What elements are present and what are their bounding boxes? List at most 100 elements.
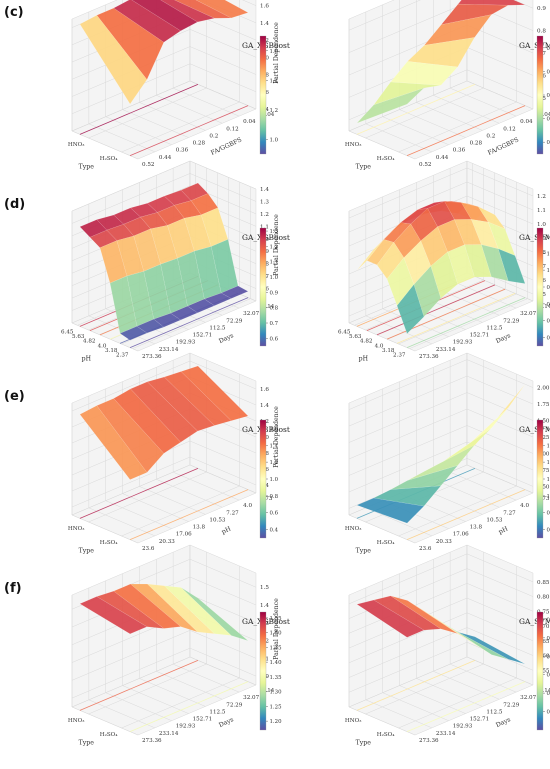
floor-contour: [79, 467, 199, 519]
y-tick-label: 192.93: [176, 724, 196, 730]
panel-label: (f): [4, 581, 22, 596]
y-gridline: [466, 545, 534, 686]
colorbar-tick-label: 1.2: [547, 234, 550, 240]
y-tick-label: 20.33: [436, 539, 452, 545]
colorbar-tick-label: 0.8: [547, 69, 550, 75]
colorbar-tick-label: 0.6: [547, 528, 550, 534]
z-tick-label: 2.00: [537, 386, 550, 392]
floor-contour: [79, 659, 199, 711]
y-tick-label: 273.36: [419, 354, 439, 360]
x-tick-label: 2.37: [116, 353, 129, 359]
colorbar-tick-label: 0.8: [270, 494, 279, 500]
surface-patch: [447, 244, 475, 285]
y-gridline: [416, 0, 483, 131]
colorbar-tick-label: 1.25: [270, 704, 283, 710]
z-tick-label: 1.6: [260, 4, 269, 10]
y-tick-label: 273.36: [142, 738, 162, 744]
surface-patch: [390, 61, 458, 86]
colorbar-tick-label: 0.7: [547, 319, 550, 325]
colorbar-tick-label: 1.2: [270, 460, 279, 466]
x-axis-label: Type: [79, 739, 95, 746]
y-tick-label: 0.73: [537, 496, 550, 502]
y-tick-label: -8.14: [537, 688, 550, 694]
z-tick-label: 0.65: [537, 639, 550, 645]
surface-patch: [187, 298, 215, 314]
x-tick-label: 6.45: [338, 329, 351, 335]
x-tick-label: 6.45: [61, 329, 74, 335]
x-axis-label: pH: [359, 355, 369, 362]
surface-patch: [79, 596, 148, 635]
surface-patch: [79, 15, 148, 105]
y-tick-label: 152.71: [470, 717, 490, 723]
colorbar-tick-label: 1.0: [547, 268, 550, 274]
z-tick-label: 0.85: [537, 580, 550, 586]
y-axis-label: Days: [218, 332, 235, 345]
x-tick-label: 3.18: [382, 348, 395, 354]
y-tick-label: 32.07: [243, 695, 259, 701]
y-gridline: [71, 403, 139, 544]
y-tick-label: 0.2: [209, 133, 218, 139]
x-tick-label: H₂SO₄: [100, 540, 119, 546]
surface-patch: [170, 305, 198, 321]
y-tick-label: 0.04: [520, 119, 533, 125]
y-tick-label: 0.52: [419, 162, 432, 168]
y-tick-label: 7.27: [226, 510, 239, 516]
z-tick-label: 1.50: [537, 419, 550, 425]
y-tick-label: 233.14: [436, 347, 456, 353]
y-tick-label: 20.33: [159, 539, 175, 545]
colorbar-tick-label: 1.4: [270, 78, 279, 84]
y-tick-label: 192.93: [453, 724, 473, 730]
colorbar-tick-label: 1.40: [270, 660, 283, 666]
x-tick-label: H₂SO₄: [377, 540, 396, 546]
y-tick-label: 0.12: [503, 126, 516, 132]
x-tick-label: 2.37: [393, 353, 406, 359]
y-gridline: [88, 11, 155, 153]
colorbar-tick-label: 0.5: [547, 140, 550, 146]
z-tick-label: 1.3: [260, 199, 269, 205]
colorbar-tick-label: 0.8: [270, 306, 279, 312]
colorbar-tick-label: 1.2: [270, 244, 279, 250]
plot-title: GA_SVM: [519, 41, 550, 50]
panel-label: (d): [4, 197, 25, 212]
plot-title: GA_SVM: [519, 233, 550, 242]
y-gridline: [348, 211, 416, 352]
x-tick-label: HNO₃: [68, 142, 85, 148]
colorbar-tick-label: 0.4: [270, 528, 279, 534]
y-tick-label: 13.8: [470, 525, 483, 531]
colorbar-tick-label: 1.0: [547, 494, 550, 500]
floor-contour: [356, 659, 476, 711]
colorbar-tick-label: 0.75: [547, 654, 550, 660]
y-tick-label: 0.04: [243, 119, 256, 125]
z-tick-label: 1.00: [537, 451, 550, 457]
colorbar-tick-label: 1.0: [270, 275, 279, 281]
y-gridline: [382, 4, 449, 145]
y-gridline: [365, 11, 432, 153]
x-axis-label: Type: [79, 163, 95, 170]
z-axis-label: Partial Dependence: [273, 598, 280, 660]
y-tick-label: 112.5: [209, 325, 225, 331]
y-gridline: [71, 595, 139, 736]
x-gridline: [398, 0, 517, 153]
y-tick-label: 4.0: [520, 503, 529, 509]
surface-patch: [356, 87, 425, 124]
y-gridline: [466, 353, 534, 494]
colorbar-tick-label: 1.35: [270, 675, 283, 681]
y-tick-label: 0.44: [436, 155, 449, 161]
y-tick-label: 10.53: [209, 517, 225, 523]
y-tick-label: -0.04: [537, 112, 550, 118]
floor-contour: [129, 681, 249, 733]
y-tick-label: 17.06: [176, 532, 192, 538]
colorbar-tick-label: 1.3: [270, 229, 279, 235]
y-gridline: [88, 587, 155, 729]
z-tick-label: 1.25: [537, 435, 550, 441]
colorbar: [536, 227, 544, 347]
colorbar-tick-label: 0.85: [547, 617, 550, 623]
y-axis-label: pH: [221, 525, 233, 536]
panel-label: (c): [4, 5, 24, 20]
x-tick-label: 3.18: [105, 348, 118, 354]
y-gridline: [416, 566, 483, 707]
surface-patch: [153, 313, 181, 328]
x-tick-label: 5.63: [349, 334, 362, 340]
